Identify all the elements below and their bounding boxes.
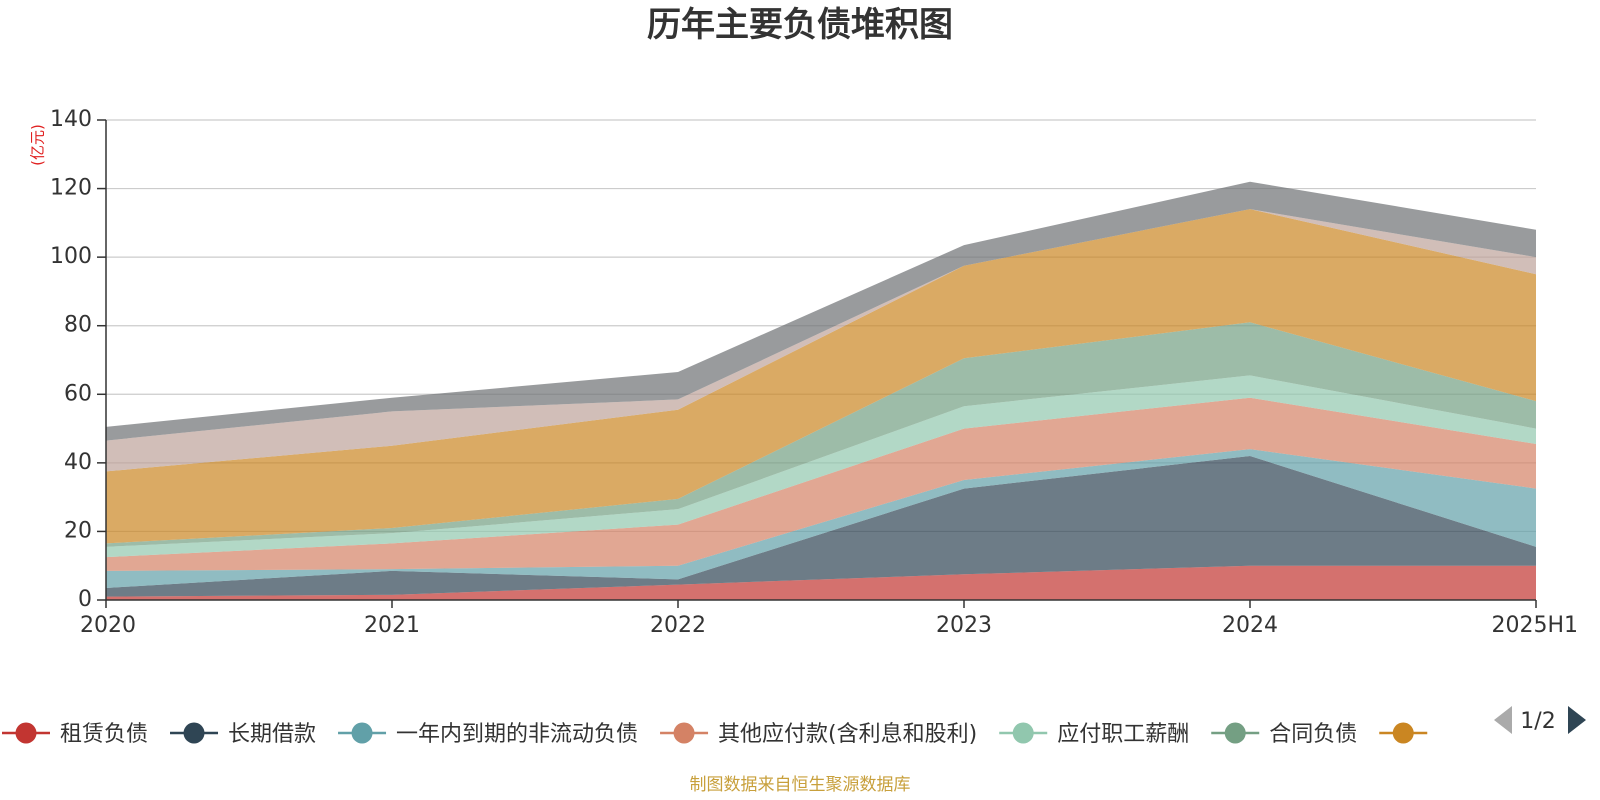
legend-marker-icon (673, 722, 695, 744)
legend-item[interactable]: 一年内到期的非流动负债 (338, 722, 638, 747)
legend-marker-icon (351, 722, 373, 744)
x-tick-label: 2020 (80, 613, 136, 638)
area-series-2 (106, 456, 1536, 597)
area-series-3 (106, 449, 1536, 588)
legend-label: 租赁负债 (60, 722, 148, 747)
legend-item[interactable]: 其他应付款(含利息和股利) (660, 722, 977, 747)
legend-page-indicator: 1/2 (1520, 709, 1555, 734)
legend: 租赁负债 长期借款 一年内到期的非流动负债 其他应付款(含利息和股利) 应付职工薪酬 合同… (2, 722, 1428, 747)
area-series-4 (106, 397, 1536, 571)
x-tick-label: 2021 (364, 613, 420, 638)
area-series-7 (106, 209, 1536, 544)
y-tick-label: 20 (64, 518, 92, 543)
y-tick-label: 120 (50, 176, 92, 201)
legend-item-partial[interactable] (1379, 722, 1428, 744)
area-series-8 (106, 209, 1536, 472)
y-tick-label: 60 (64, 381, 92, 406)
legend-item[interactable]: 长期借款 (170, 722, 316, 747)
legend-item[interactable]: 租赁负债 (2, 722, 148, 747)
legend-label: 长期借款 (228, 722, 316, 747)
area-series-9 (106, 181, 1536, 441)
x-tick-label: 2024 (1222, 613, 1278, 638)
legend-label: 一年内到期的非流动负债 (396, 722, 638, 747)
y-tick-label: 100 (50, 244, 92, 269)
y-tick-label: 40 (64, 450, 92, 475)
legend-marker-icon (15, 722, 37, 744)
area-series-6 (106, 322, 1536, 547)
pager-prev-icon[interactable] (1494, 706, 1512, 734)
legend-item[interactable]: 合同负债 (1211, 722, 1357, 747)
legend-pager: 1/2 (1494, 706, 1586, 734)
area-series-5 (106, 375, 1536, 558)
legend-marker-icon (1224, 722, 1246, 744)
area-series-1 (106, 565, 1536, 600)
y-axis-unit: (亿元) (29, 124, 47, 166)
y-tick-label: 80 (64, 313, 92, 338)
y-tick-label: 140 (50, 107, 92, 132)
legend-marker-icon (1392, 722, 1414, 744)
x-tick-label: 2022 (650, 613, 706, 638)
axes: 0 20 40 60 80 100 120 140 2020 2021 2022 2023 2024 20… (50, 107, 1578, 638)
chart-title: 历年主要负债堆积图 (647, 5, 953, 45)
legend-marker-icon (183, 722, 205, 744)
legend-marker-icon (1012, 722, 1034, 744)
legend-label: 合同负债 (1269, 722, 1357, 747)
legend-label: 应付职工薪酬 (1057, 722, 1189, 747)
area-series (106, 181, 1536, 600)
data-source-note: 制图数据来自恒生聚源数据库 (690, 775, 911, 795)
pager-next-icon[interactable] (1568, 706, 1586, 734)
x-tick-label: 2023 (936, 613, 992, 638)
legend-label: 其他应付款(含利息和股利) (718, 722, 977, 747)
x-tick-label: 2025H1 (1491, 613, 1578, 638)
y-tick-label: 0 (78, 587, 92, 612)
legend-item[interactable]: 应付职工薪酬 (999, 722, 1189, 747)
